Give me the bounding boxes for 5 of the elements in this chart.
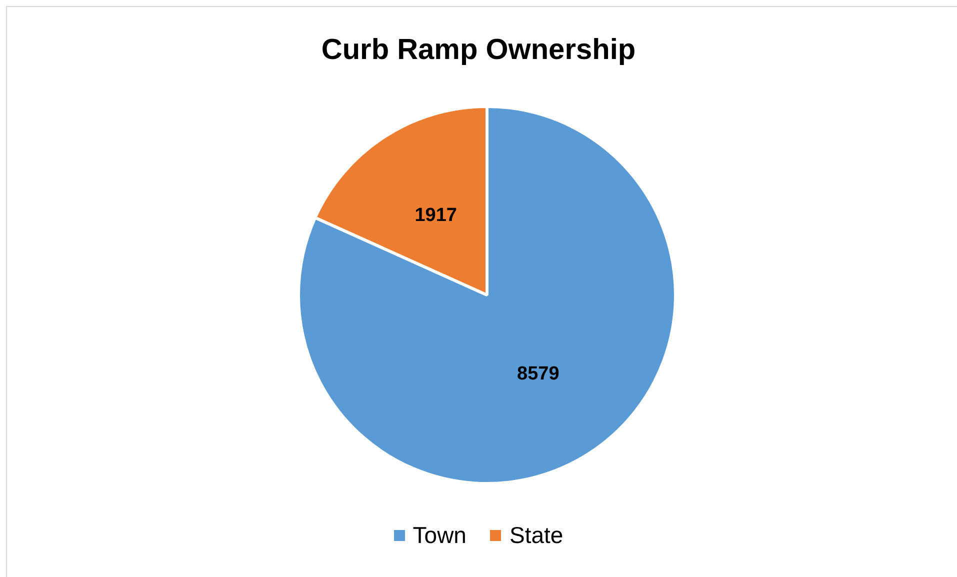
- data-label: 1917: [414, 205, 457, 226]
- chart-title: Curb Ramp Ownership: [320, 33, 637, 68]
- data-label: 8579: [517, 363, 560, 384]
- legend-label: Town: [412, 522, 466, 549]
- legend-label: State: [509, 522, 564, 549]
